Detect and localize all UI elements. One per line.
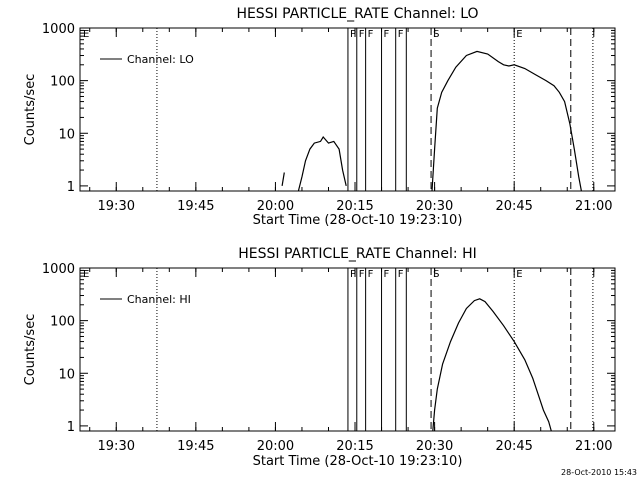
- x-tick-label: 19:45: [177, 439, 214, 454]
- y-tick-label: 1000: [42, 262, 75, 277]
- footer-timestamp: 28-Oct-2010 15:43: [561, 468, 637, 477]
- marker-label: F: [384, 269, 390, 280]
- x-tick-label: 21:00: [575, 199, 612, 214]
- chart-panel-hi: HESSI PARTICLE_RATE Channel: HIP F F F F S EE1…: [23, 246, 616, 469]
- series-line: [431, 50, 582, 192]
- marker-label: S: [433, 269, 439, 280]
- legend-label: Channel: HI: [127, 293, 191, 306]
- y-tick-label: 10: [58, 367, 75, 382]
- y-tick-label: 1: [67, 180, 75, 195]
- x-tick-label: 20:15: [336, 199, 373, 214]
- x-tick-label: 19:30: [98, 439, 135, 454]
- x-axis-label: Start Time (28-Oct-10 19:23:10): [253, 454, 463, 469]
- marker-label: F: [398, 269, 404, 280]
- x-axis-label: Start Time (28-Oct-10 19:23:10): [253, 213, 463, 228]
- chart-title: HESSI PARTICLE_RATE Channel: LO: [236, 6, 478, 22]
- plot-frame: [79, 27, 616, 192]
- marker-label: S: [433, 29, 439, 40]
- marker-label: F: [398, 29, 404, 40]
- y-tick-label: 100: [50, 315, 75, 330]
- x-tick-label: 20:30: [416, 439, 453, 454]
- series-line: [297, 135, 347, 192]
- marker-label: F: [359, 269, 365, 280]
- y-tick-label: 100: [50, 75, 75, 90]
- x-tick-label: 20:45: [495, 199, 532, 214]
- x-tick-label: 21:00: [575, 439, 612, 454]
- marker-label: P: [350, 269, 356, 280]
- marker-label: P: [350, 29, 356, 40]
- legend-label: Channel: LO: [127, 53, 194, 66]
- marker-label: E: [516, 29, 522, 40]
- x-tick-label: 19:45: [177, 199, 214, 214]
- x-tick-label: 20:15: [336, 439, 373, 454]
- corner-marker-label: E: [83, 29, 89, 40]
- y-axis-label: Counts/sec: [23, 314, 38, 386]
- marker-label: F: [359, 29, 365, 40]
- marker-label: E: [516, 269, 522, 280]
- x-tick-label: 19:30: [98, 199, 135, 214]
- y-tick-label: 1000: [42, 22, 75, 37]
- marker-label: F: [368, 29, 374, 40]
- series-line: [432, 298, 552, 432]
- x-tick-label: 20:00: [257, 439, 294, 454]
- x-tick-label: 20:00: [257, 199, 294, 214]
- series-line: [281, 172, 285, 186]
- corner-marker-label: E: [83, 269, 89, 280]
- marker-label: F: [368, 269, 374, 280]
- y-axis-label: Counts/sec: [23, 74, 38, 146]
- marker-label: F: [384, 29, 390, 40]
- x-tick-label: 20:30: [416, 199, 453, 214]
- chart-title: HESSI PARTICLE_RATE Channel: HI: [238, 246, 476, 262]
- x-tick-label: 20:45: [495, 439, 532, 454]
- plot-frame: [79, 267, 616, 432]
- y-tick-label: 1: [67, 420, 75, 435]
- y-tick-label: 10: [58, 127, 75, 142]
- chart-panel-lo: HESSI PARTICLE_RATE Channel: LOP F F F F S EE1…: [23, 6, 616, 228]
